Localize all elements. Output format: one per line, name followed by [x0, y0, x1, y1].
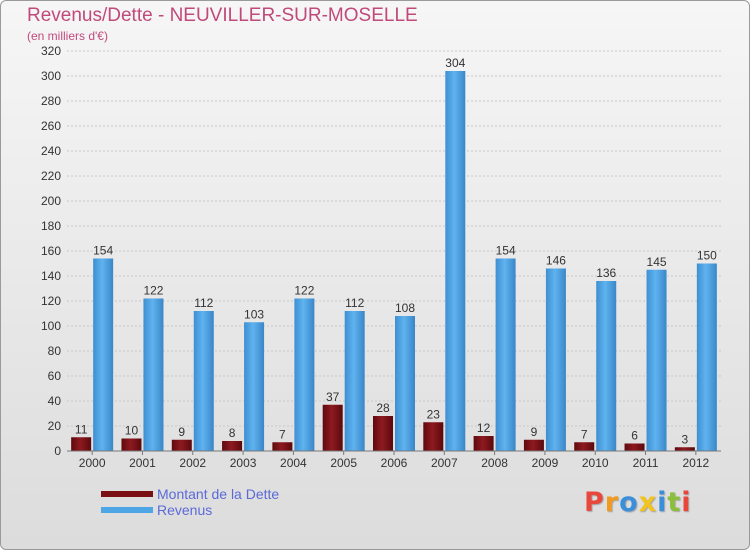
- data-label: 7: [279, 427, 286, 441]
- y-tick-label: 60: [48, 369, 62, 383]
- data-label: 28: [376, 401, 390, 415]
- data-label: 112: [194, 296, 213, 310]
- data-label: 122: [294, 284, 314, 298]
- x-tick-label: 2002: [179, 456, 206, 470]
- revenue-bar: [646, 269, 667, 451]
- y-tick-label: 120: [41, 294, 61, 308]
- data-label: 136: [596, 266, 616, 280]
- data-label: 145: [647, 255, 667, 269]
- bar-layer: [71, 71, 717, 451]
- debt-bar: [322, 404, 343, 451]
- data-label: 6: [631, 429, 638, 443]
- revenue-bar: [143, 298, 164, 451]
- revenue-bar: [545, 268, 566, 451]
- y-tick-layer: 0 20 40 60 80 100 120 140 160 180 200 220 240 260 280 3…: [41, 44, 61, 458]
- y-tick-label: 140: [41, 269, 61, 283]
- x-tick-label: 2005: [330, 456, 357, 470]
- data-label: 112: [345, 296, 364, 310]
- data-label: 150: [697, 249, 717, 263]
- data-label: 9: [531, 425, 538, 439]
- x-tick-label: 2007: [431, 456, 458, 470]
- y-tick-label: 160: [41, 244, 61, 258]
- revenue-bar: [596, 281, 617, 451]
- y-tick-label: 0: [54, 444, 61, 458]
- debt-bar: [222, 441, 243, 451]
- debt-bar: [473, 436, 494, 451]
- data-label: 304: [445, 56, 465, 70]
- data-label: 122: [143, 284, 163, 298]
- revenue-bar: [445, 71, 466, 451]
- data-label-layer: 1115410122911281037122371122810823304121…: [75, 56, 717, 446]
- debt-bar: [674, 447, 695, 451]
- proxiti-logo: Proxiti: [584, 487, 692, 518]
- revenue-bar: [495, 258, 516, 451]
- chart-subtitle: (en milliers d'€): [27, 29, 108, 43]
- y-tick-label: 40: [48, 394, 62, 408]
- legend-label-dette: Montant de la Dette: [157, 486, 280, 502]
- data-label: 103: [244, 307, 264, 321]
- y-tick-label: 20: [48, 419, 62, 433]
- y-tick-label: 260: [41, 119, 61, 133]
- revenue-bar: [395, 316, 415, 451]
- data-label: 108: [395, 301, 415, 315]
- data-label: 12: [477, 421, 491, 435]
- y-tick-label: 180: [41, 219, 61, 233]
- y-tick-label: 300: [41, 69, 61, 83]
- x-tick-label: 2011: [633, 456, 659, 470]
- legend-swatch-revenus: [101, 507, 153, 513]
- debt-bar: [523, 439, 544, 451]
- debt-bar: [71, 437, 92, 451]
- grid-layer: [67, 50, 721, 427]
- debt-bar: [171, 439, 192, 451]
- y-tick-label: 280: [41, 94, 61, 108]
- data-label: 23: [427, 407, 441, 421]
- revenue-bar: [93, 258, 114, 451]
- x-tick-label: 2000: [79, 456, 106, 470]
- x-tick-label: 2006: [381, 456, 408, 470]
- data-label: 10: [125, 424, 139, 438]
- x-tick-label: 2008: [481, 456, 508, 470]
- revenue-bar: [344, 311, 365, 451]
- y-tick-label: 240: [41, 144, 61, 158]
- debt-bar: [272, 442, 293, 451]
- data-label: 3: [682, 432, 689, 446]
- data-label: 9: [178, 425, 185, 439]
- legend-swatch-dette: [101, 491, 153, 497]
- data-label: 11: [75, 422, 88, 436]
- revenue-bar: [193, 311, 214, 451]
- y-tick-label: 220: [41, 169, 61, 183]
- x-tick-layer: 2000 2001 2002 2003 2004 2005 2006 2007 2008 2009…: [79, 451, 710, 470]
- debt-bar: [574, 442, 595, 451]
- data-label: 37: [326, 390, 340, 404]
- legend-label-revenus: Revenus: [157, 502, 213, 518]
- y-tick-label: 80: [48, 344, 62, 358]
- debt-bar: [423, 422, 444, 451]
- x-tick-label: 2009: [532, 456, 559, 470]
- data-label: 7: [581, 427, 588, 441]
- x-tick-label: 2012: [682, 456, 709, 470]
- data-label: 154: [93, 244, 113, 258]
- data-label: 154: [496, 244, 516, 258]
- y-tick-label: 100: [41, 319, 61, 333]
- x-tick-label: 2010: [582, 456, 609, 470]
- y-tick-label: 320: [41, 44, 61, 58]
- x-tick-label: 2004: [280, 456, 307, 470]
- x-tick-label: 2001: [129, 456, 156, 470]
- debt-bar: [624, 443, 645, 451]
- debt-bar: [373, 416, 393, 451]
- revenue-bar: [244, 322, 265, 451]
- debt-bar: [121, 438, 142, 451]
- data-label: 146: [546, 254, 566, 268]
- revenue-bar: [294, 298, 315, 451]
- chart-title: Revenus/Dette - NEUVILLER-SUR-MOSELLE: [27, 5, 418, 26]
- x-tick-label: 2003: [230, 456, 257, 470]
- data-label: 8: [229, 426, 236, 440]
- y-tick-label: 200: [41, 194, 61, 208]
- revenue-bar: [696, 263, 717, 451]
